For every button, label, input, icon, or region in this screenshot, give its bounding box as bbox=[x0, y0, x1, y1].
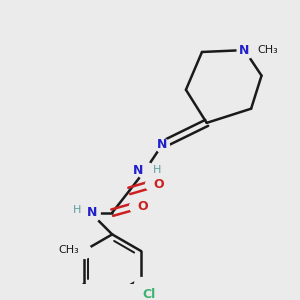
Text: N: N bbox=[133, 164, 143, 177]
Text: N: N bbox=[157, 138, 167, 151]
Text: N: N bbox=[239, 44, 250, 57]
Text: H: H bbox=[73, 205, 81, 215]
Text: H: H bbox=[153, 165, 161, 175]
Text: Cl: Cl bbox=[143, 288, 156, 300]
Text: N: N bbox=[87, 206, 98, 219]
Text: O: O bbox=[138, 200, 148, 212]
Text: CH₃: CH₃ bbox=[58, 245, 79, 255]
Text: O: O bbox=[154, 178, 164, 191]
Text: CH₃: CH₃ bbox=[258, 45, 278, 55]
